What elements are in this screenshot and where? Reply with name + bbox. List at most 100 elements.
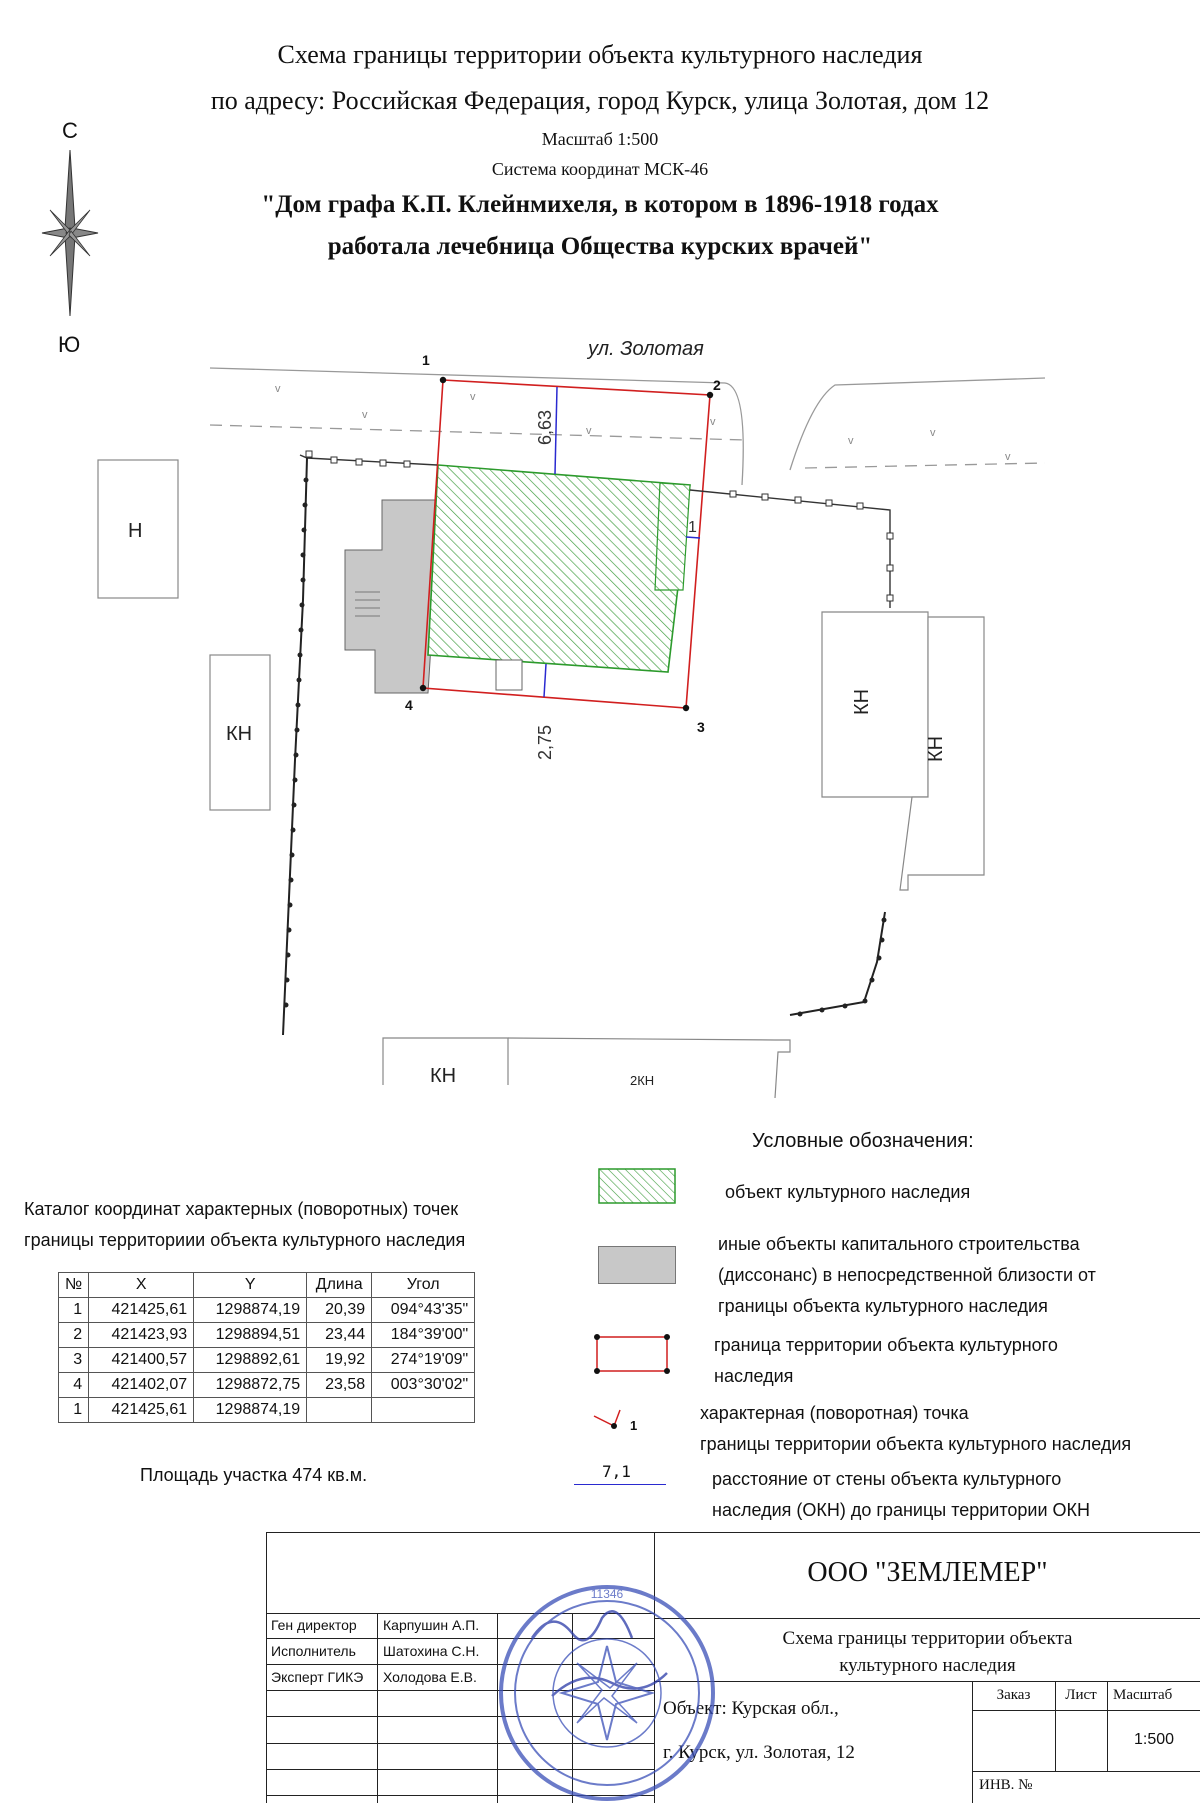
catalog-title-2: границы территориии объекта культурного … — [24, 1230, 466, 1250]
compass-star-icon — [41, 149, 99, 317]
name-executor: Шатохина С.Н. — [383, 1643, 480, 1659]
col-header-angle: Угол — [371, 1272, 476, 1298]
road-edge-east — [789, 377, 1046, 471]
seal-number: 11346 — [591, 1587, 624, 1601]
table-row: 1 421425,61 1298874,19 20,39 094°43'35" — [57, 1297, 476, 1323]
legend-heritage-swatch — [598, 1168, 676, 1204]
fence-south-east — [789, 911, 886, 1016]
legend-heritage-text: объект культурного наследия — [725, 1182, 971, 1202]
cell-angle: 184°39'00" — [371, 1322, 476, 1348]
cell-x: 421425,61 — [88, 1397, 195, 1423]
svg-text:v: v — [275, 383, 281, 395]
corner-label-1: 1 — [422, 352, 430, 368]
cell-num: 4 — [57, 1372, 90, 1398]
street-label: ул. Золотая — [586, 338, 704, 360]
cell-num: 2 — [57, 1322, 90, 1348]
road-centerline-east — [804, 462, 1046, 469]
legend-distance-text-1: расстояние от стены объекта культурного — [712, 1469, 1062, 1489]
col-sheet-label: Лист — [1065, 1687, 1097, 1703]
cell-y: 1298874,19 — [193, 1297, 308, 1323]
north-label: С — [62, 118, 78, 143]
col-header-x: X — [88, 1272, 195, 1298]
cell-num: 1 — [57, 1397, 90, 1423]
cell-x: 421425,61 — [88, 1297, 195, 1323]
cell-angle: 274°19'09" — [371, 1347, 476, 1373]
cell-angle — [371, 1397, 476, 1423]
corner-label-3: 3 — [697, 719, 705, 735]
cell-x: 421400,57 — [88, 1347, 195, 1373]
building-kn-west — [209, 654, 271, 811]
cell-length: 23,58 — [306, 1372, 373, 1398]
dissonance-stairs — [355, 591, 380, 617]
legend-point-text-1: характерная (поворотная) точка — [700, 1403, 969, 1423]
col-scale-label: Масштаб — [1113, 1687, 1173, 1703]
role-expert: Эксперт ГИКЭ — [271, 1669, 364, 1685]
legend-point-swatch: 1 — [593, 1409, 637, 1433]
col-header-y: Y — [193, 1272, 308, 1298]
title-line-1: Схема границы территории объекта культур… — [277, 40, 923, 69]
cell-length — [306, 1397, 373, 1423]
corner-point-1 — [439, 376, 447, 384]
svg-text:v: v — [586, 425, 592, 437]
fence-posts-round — [283, 477, 887, 1017]
legend-dissonance-swatch — [598, 1246, 676, 1284]
table-header-row: № X Y Длина Угол — [57, 1272, 476, 1298]
legend-dissonance-text-3: границы объекта культурного наследия — [718, 1296, 1048, 1316]
corner-point-2 — [706, 391, 714, 399]
dim-label-top: 6,63 — [535, 410, 555, 445]
legend-boundary-text-1: граница территории объекта культурного — [714, 1335, 1058, 1355]
corner-label-2: 2 — [713, 377, 721, 393]
site-map: v v v v v v v v 6,63 2,75 1 — [97, 338, 1046, 1099]
coordinates-table: № X Y Длина Угол 1 421425,61 1298874,19 … — [57, 1272, 476, 1423]
svg-text:v: v — [362, 409, 368, 421]
title-line-2: по адресу: Российская Федерация, город К… — [210, 86, 990, 115]
stamp-object-1: Объект: Курская обл., — [663, 1698, 839, 1719]
name-director: Карпушин А.П. — [383, 1617, 480, 1633]
corner-label-4: 4 — [405, 697, 413, 713]
name-expert: Холодова Е.В. — [383, 1669, 477, 1685]
seal-stamp: 11346 — [499, 1585, 715, 1801]
catalog-title-1: Каталог координат характерных (поворотны… — [24, 1199, 459, 1219]
table-row: 3 421400,57 1298892,61 19,92 274°19'09" — [57, 1347, 476, 1373]
label-kn-east-1: КН — [851, 689, 873, 715]
cell-angle: 094°43'35" — [371, 1297, 476, 1323]
dim-line-right — [685, 536, 701, 539]
table-row: 4 421402,07 1298872,75 23,58 003°30'02" — [57, 1372, 476, 1398]
compass-rose: С Ю — [40, 118, 100, 358]
col-header-num: № — [57, 1272, 90, 1298]
legend-distance-text-2: наследия (ОКН) до границы территории ОКН — [712, 1500, 1090, 1520]
legend-boundary-text-2: наследия — [714, 1366, 794, 1386]
stamp-object-2: г. Курск, ул. Золотая, 12 — [663, 1742, 855, 1763]
cell-y: 1298894,51 — [193, 1322, 308, 1348]
road-centerline-west — [209, 424, 746, 441]
building-kn-east-2 — [899, 616, 985, 891]
heritage-building — [427, 464, 691, 673]
table-row: 2 421423,93 1298894,51 23,44 184°39'00" — [57, 1322, 476, 1348]
porch — [495, 659, 523, 691]
svg-text:v: v — [1005, 451, 1011, 463]
company-name: ООО "ЗЕМЛЕМЕР" — [807, 1557, 1048, 1588]
cell-length: 19,92 — [306, 1347, 373, 1373]
signature-scribble — [530, 1610, 668, 1697]
dim-line-bottom — [543, 663, 547, 698]
stamp-title-1: Схема границы территории объекта — [782, 1628, 1073, 1649]
legend-dissonance-text-1: иные объекты капитального строительства — [718, 1234, 1080, 1254]
label-h: Н — [128, 520, 142, 542]
dissonance-building — [344, 499, 441, 694]
title-stamp: ООО "ЗЕМЛЕМЕР" Схема границы территории … — [266, 1532, 1200, 1803]
legend-dissonance-text-2: (диссонанс) в непосредственной близости … — [718, 1265, 1096, 1285]
stamp-title-2: культурного наследия — [839, 1655, 1016, 1676]
cell-num: 3 — [57, 1347, 90, 1373]
fence-posts-square — [305, 450, 894, 602]
object-name-line-2: работала лечебница Общества курских врач… — [327, 233, 873, 260]
corner-points — [419, 376, 714, 712]
corner-point-4 — [419, 684, 427, 692]
building-kn-south-1 — [382, 1037, 509, 1085]
legend-boundary-swatch — [594, 1334, 670, 1374]
cell-x: 421423,93 — [88, 1322, 195, 1348]
legend-point-text-2: границы территории объекта культурного н… — [700, 1434, 1132, 1454]
label-2kn-south: 2КН — [630, 1073, 654, 1088]
building-2kn-south — [507, 1037, 791, 1099]
fence-north-west — [299, 454, 438, 466]
svg-text:v: v — [848, 435, 854, 447]
